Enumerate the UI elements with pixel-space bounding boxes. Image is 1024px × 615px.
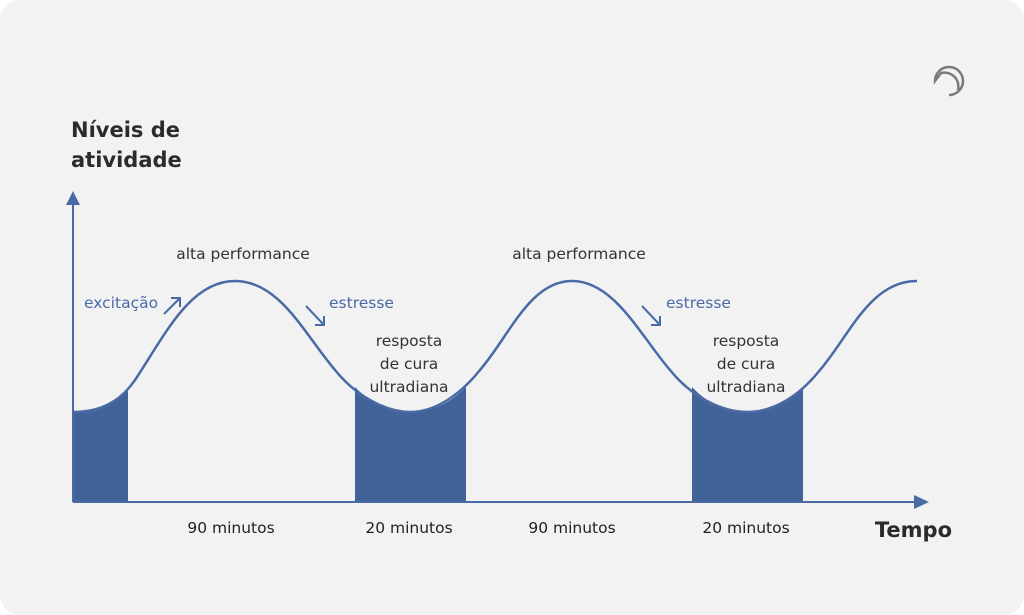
trough-label-2-line3: ultradiana bbox=[706, 378, 785, 396]
duration-rest-2: 20 minutos bbox=[702, 519, 789, 537]
rest-area-2 bbox=[355, 387, 466, 502]
duration-active-1: 90 minutos bbox=[187, 519, 274, 537]
y-axis-label-line2: atividade bbox=[71, 148, 182, 172]
peak-label-2: alta performance bbox=[512, 245, 646, 263]
y-axis-label-line1: Níveis de bbox=[71, 118, 180, 142]
peak-label-1: alta performance bbox=[176, 245, 310, 263]
rise-arrow-icon bbox=[163, 297, 181, 315]
trough-label-2-line2: de cura bbox=[717, 355, 776, 373]
trough-label-2-line1: resposta bbox=[713, 332, 780, 350]
rest-area-3 bbox=[692, 387, 803, 502]
trough-label-1-line2: de cura bbox=[380, 355, 439, 373]
x-axis-label: Tempo bbox=[875, 518, 952, 542]
duration-active-2: 90 minutos bbox=[528, 519, 615, 537]
circle-logo-icon bbox=[933, 65, 965, 97]
fall-arrow-icon-2 bbox=[641, 305, 661, 326]
fall-arrow-icon-1 bbox=[305, 305, 325, 326]
y-axis-arrow-icon bbox=[66, 191, 80, 205]
fall-label-2: estresse bbox=[666, 294, 731, 312]
trough-label-1-line3: ultradiana bbox=[369, 378, 448, 396]
rest-area-1 bbox=[73, 390, 128, 502]
duration-rest-1: 20 minutos bbox=[365, 519, 452, 537]
fall-label-1: estresse bbox=[329, 294, 394, 312]
rise-label: excitação bbox=[84, 294, 158, 312]
trough-label-1-line1: resposta bbox=[376, 332, 443, 350]
x-axis-arrow-icon bbox=[914, 495, 929, 509]
activity-curve bbox=[72, 279, 918, 414]
